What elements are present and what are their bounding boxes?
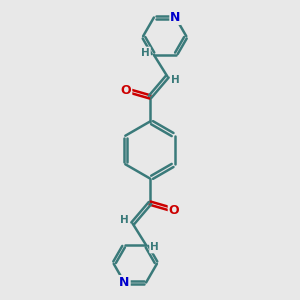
Text: N: N	[119, 276, 130, 289]
Text: O: O	[169, 203, 179, 217]
Text: H: H	[120, 215, 129, 225]
Text: H: H	[150, 242, 159, 253]
Text: O: O	[121, 83, 131, 97]
Text: H: H	[171, 75, 180, 85]
Text: H: H	[141, 47, 150, 58]
Text: N: N	[170, 11, 181, 24]
